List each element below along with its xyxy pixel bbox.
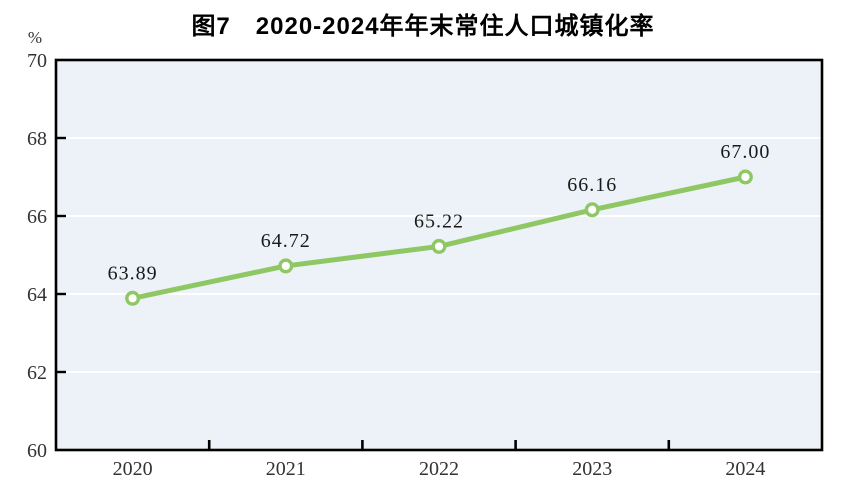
data-label-2020: 63.89 [108,262,158,284]
x-axis-label-2024: 2024 [725,458,765,480]
data-point-marker-2021 [278,258,294,274]
data-point-marker-2020 [125,290,141,306]
y-axis-label-64: 64 [27,284,47,306]
y-axis-label-66: 66 [27,206,47,228]
x-axis-label-2023: 2023 [572,458,612,480]
y-axis-label-60: 60 [27,440,47,462]
y-axis-label-70: 70 [27,50,47,72]
data-label-2024: 67.00 [720,141,770,163]
data-label-2022: 65.22 [414,210,464,232]
data-point-marker-2023 [584,202,600,218]
data-label-2023: 66.16 [567,174,617,196]
plot-border [54,58,824,452]
y-axis-label-62: 62 [27,362,47,384]
x-axis-label-2022: 2022 [419,458,459,480]
chart-title: 图7 2020-2024年年末常住人口城镇化率 [191,13,655,40]
plot-area-background [56,60,822,450]
x-axis-label-2021: 2021 [266,458,306,480]
x-axis-label-2020: 2020 [113,458,153,480]
data-label-2021: 64.72 [261,230,311,252]
data-point-marker-2022 [431,238,447,254]
data-point-marker-2024 [737,169,753,185]
y-axis-unit-label: % [27,28,43,47]
y-axis-label-68: 68 [27,128,47,150]
